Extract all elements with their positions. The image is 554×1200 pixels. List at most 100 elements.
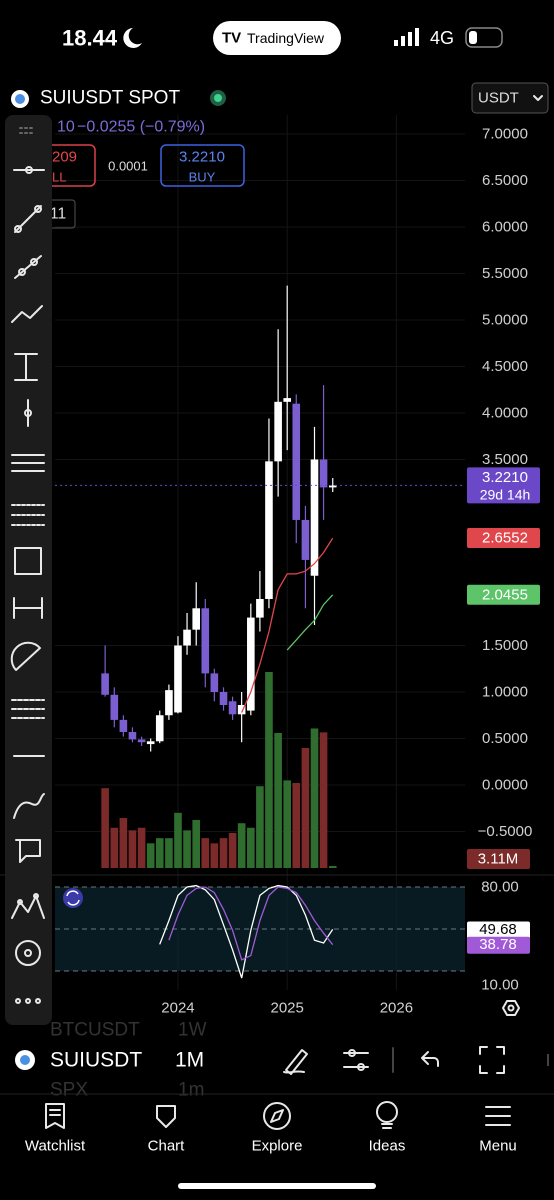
x-tick-label: 2024 xyxy=(161,1000,194,1017)
toolbar-icons[interactable] xyxy=(10,127,45,1004)
buy-price[interactable]: 3.2210 xyxy=(179,149,225,166)
candle-body xyxy=(183,629,191,646)
last-price-tag xyxy=(467,467,540,504)
y-tick-label: 6.5000 xyxy=(482,172,528,189)
currency[interactable]: USDT xyxy=(478,90,519,107)
symbol-logo-inner xyxy=(20,1055,30,1065)
settings-icon[interactable] xyxy=(502,1000,520,1016)
tab-label[interactable]: Ideas xyxy=(369,1138,406,1155)
candle-body xyxy=(310,459,319,576)
y-tick-label: 3.5000 xyxy=(482,451,528,468)
stoch-tick-label: 80.00 xyxy=(481,879,519,896)
candle-body xyxy=(328,485,337,488)
volume-bar xyxy=(310,728,319,868)
tab-label[interactable]: Menu xyxy=(479,1138,517,1155)
change-prefix: 10 xyxy=(57,119,75,136)
volume-bar xyxy=(174,812,182,868)
app-logo: TV xyxy=(222,30,241,47)
volume-bar xyxy=(247,827,255,868)
candle-body xyxy=(274,401,282,462)
sell-price[interactable]: 209 xyxy=(52,149,77,166)
candle-body xyxy=(119,719,128,732)
volume-bar xyxy=(265,672,273,868)
candle-body xyxy=(128,731,137,740)
stoch-band xyxy=(55,887,465,972)
candle-body xyxy=(283,398,291,402)
volume-bar xyxy=(110,827,119,868)
candle-body xyxy=(174,645,182,713)
chart-area: 7.0000 6.5000 6.0000 5.5000 5.0000 4.5000 4.00… xyxy=(0,115,554,1017)
tab-label[interactable]: Explore xyxy=(252,1138,303,1155)
volume-bar xyxy=(274,733,282,868)
home-indicator xyxy=(178,1183,376,1189)
buy-button[interactable] xyxy=(160,144,245,187)
volume-bar xyxy=(128,830,137,868)
candle-body xyxy=(319,459,328,488)
candle-body xyxy=(101,673,109,695)
chevron xyxy=(533,95,543,101)
ma-tag-label: 2.6552 xyxy=(482,530,528,547)
x-tick-label: 2026 xyxy=(380,1000,413,1017)
symbol[interactable]: SUIUSDT xyxy=(50,1049,142,1072)
ghost-interval: 1m xyxy=(178,1080,204,1101)
sell-label[interactable]: LL xyxy=(52,170,66,185)
tab-label[interactable]: Chart xyxy=(148,1138,186,1155)
volume-tag xyxy=(467,849,530,869)
candle-body xyxy=(146,741,155,745)
candle-body xyxy=(201,608,210,674)
volume-bar xyxy=(146,843,155,868)
stoch-tick-label: 10.00 xyxy=(481,977,519,994)
volume-bar xyxy=(219,838,228,868)
volume-bar xyxy=(201,838,210,868)
y-tick-label: 4.0000 xyxy=(482,404,528,421)
moving-average xyxy=(286,594,334,651)
ghost-interval: 1W xyxy=(178,1020,207,1041)
drawing-toolbar xyxy=(5,115,52,1025)
spread: 0.0001 xyxy=(108,159,148,174)
signal-icon xyxy=(394,28,419,46)
volume-bar xyxy=(119,818,128,868)
stoch-tag-label: 49.68 xyxy=(479,921,517,938)
volume-bar xyxy=(301,747,310,868)
candle-body xyxy=(301,519,310,560)
battery xyxy=(465,27,503,48)
ma-tag xyxy=(467,528,540,549)
volume-bar xyxy=(228,832,237,868)
volume-bar xyxy=(155,838,164,868)
candle-body xyxy=(237,705,246,715)
settings-icon-center xyxy=(507,1004,515,1012)
candle-body xyxy=(110,694,119,720)
price-change: −0.0255 (−0.79%) xyxy=(77,119,205,136)
candle-body xyxy=(219,691,228,706)
candle-body xyxy=(137,739,146,743)
y-tick-label: 7.0000 xyxy=(482,125,528,142)
app-pill xyxy=(213,21,341,55)
tab-icons[interactable] xyxy=(45,1101,511,1130)
y-tick-label: 0.0000 xyxy=(482,776,528,793)
candle-body xyxy=(210,673,219,692)
y-tick-label: 0.5000 xyxy=(482,730,528,747)
candle-body xyxy=(265,461,273,599)
currency-select[interactable] xyxy=(471,82,549,114)
symbol-logo-inner xyxy=(15,94,25,104)
buy-label[interactable]: BUY xyxy=(189,170,216,185)
symbol-title[interactable]: SUIUSDT SPOT xyxy=(40,88,180,109)
chart-tools[interactable] xyxy=(283,1046,505,1075)
interval[interactable]: 1M xyxy=(175,1049,204,1072)
y-tick-label: 5.5000 xyxy=(482,265,528,282)
volume-bar xyxy=(328,865,337,868)
indicator-icon-arrows xyxy=(66,890,80,906)
volume-bar xyxy=(101,788,109,868)
tab-label[interactable]: Watchlist xyxy=(25,1138,86,1155)
candle-body xyxy=(256,598,264,618)
volume-bar xyxy=(137,827,146,868)
volume-bar xyxy=(165,838,173,868)
moon-icon xyxy=(123,28,142,48)
lot-size[interactable]: 11 xyxy=(50,206,67,223)
stoch-tag xyxy=(467,921,530,939)
x-tick-label: 2025 xyxy=(271,1000,304,1017)
countdown: 29d 14h xyxy=(480,486,531,502)
y-tick-label: 4.5000 xyxy=(482,358,528,375)
candle-body xyxy=(292,403,301,520)
